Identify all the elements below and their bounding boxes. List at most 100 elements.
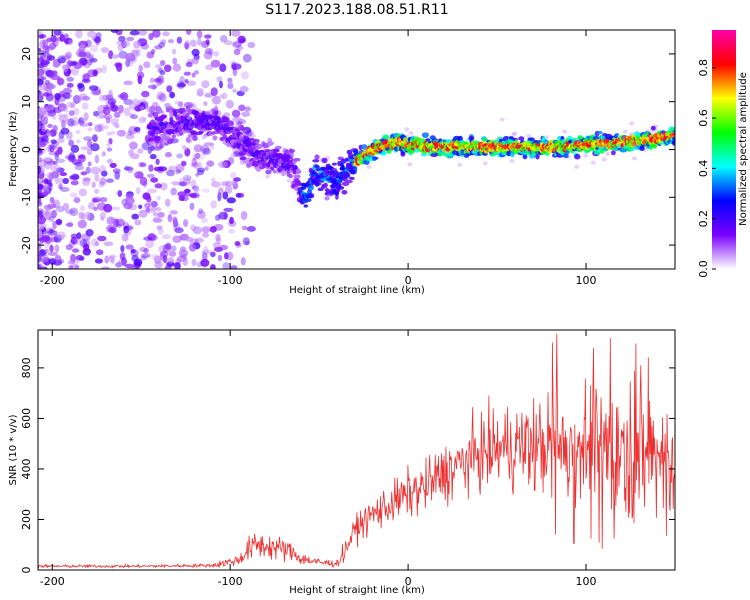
noise-blob <box>218 211 228 220</box>
noise-blob <box>117 93 127 99</box>
noise-blob <box>158 42 166 48</box>
noise-blob <box>130 114 139 120</box>
noise-blob <box>52 124 58 133</box>
noise-blob <box>39 225 44 230</box>
noise-blob <box>43 83 49 92</box>
noise-blob <box>124 55 134 60</box>
noise-blob <box>131 50 139 58</box>
noise-blob <box>50 139 57 145</box>
noise-blob <box>38 141 43 149</box>
noise-blob <box>201 249 212 255</box>
ridge-blob <box>214 105 219 112</box>
noise-blob <box>215 233 221 242</box>
noise-blob <box>104 255 109 264</box>
noise-blob <box>117 190 123 197</box>
noise-blob <box>94 173 100 182</box>
noise-blob <box>150 177 159 183</box>
noise-blob <box>511 132 517 137</box>
noise-blob <box>583 153 589 158</box>
noise-blob <box>127 166 134 174</box>
noise-blob <box>509 159 515 163</box>
noise-blob <box>242 237 250 246</box>
noise-blob <box>219 80 223 89</box>
noise-blob <box>50 165 57 172</box>
noise-blob <box>125 244 134 250</box>
snr-x-ticks: -200 -100 0 100 <box>40 330 597 588</box>
noise-blob <box>123 226 130 234</box>
y-tick-label: 0 <box>20 567 33 574</box>
y-tick-label: 800 <box>20 357 33 378</box>
noise-blob <box>62 87 72 95</box>
noise-blob <box>38 57 45 63</box>
noise-blob <box>244 106 251 112</box>
ridge-blob <box>213 110 219 115</box>
ridge-blob <box>228 120 235 126</box>
noise-blob <box>38 265 43 269</box>
noise-blob <box>157 211 165 218</box>
noise-blob <box>103 125 109 130</box>
ridge-blob <box>672 132 675 136</box>
noise-blob <box>189 202 195 211</box>
noise-blob <box>201 188 211 193</box>
noise-blob <box>38 107 48 115</box>
noise-blob <box>51 115 57 120</box>
noise-blob <box>69 239 76 248</box>
noise-blob <box>160 39 167 45</box>
noise-blob <box>56 231 66 239</box>
ridge-blob <box>353 166 358 171</box>
noise-blob <box>232 88 237 93</box>
noise-blob <box>185 237 194 242</box>
ridge-blob <box>164 103 171 108</box>
noise-blob <box>101 64 107 74</box>
noise-blob <box>42 45 49 50</box>
ridge-blob <box>331 162 337 166</box>
noise-blob <box>81 102 89 110</box>
noise-blob <box>246 226 256 232</box>
noise-blob <box>38 34 45 39</box>
ridge-blob <box>156 105 161 111</box>
noise-blob <box>46 55 56 61</box>
noise-blob <box>146 173 155 178</box>
noise-blob <box>38 201 43 207</box>
noise-blob <box>226 197 236 204</box>
noise-blob <box>83 51 92 59</box>
noise-blob <box>197 37 202 46</box>
noise-blob <box>240 211 248 220</box>
noise-blob <box>143 61 151 69</box>
noise-blob <box>139 105 145 110</box>
noise-blob <box>145 239 155 249</box>
noise-blob <box>44 209 52 218</box>
noise-blob <box>164 198 171 207</box>
noise-blob <box>87 202 96 210</box>
noise-blob <box>131 213 139 220</box>
noise-blob <box>114 171 121 180</box>
noise-blob <box>220 35 228 43</box>
ridge-blob <box>288 173 293 179</box>
noise-blob <box>130 153 140 160</box>
noise-blob <box>169 91 176 99</box>
noise-blob <box>73 197 81 204</box>
noise-blob <box>139 176 148 186</box>
noise-blob <box>125 133 135 140</box>
x-tick-label: -200 <box>40 274 65 287</box>
ridge-blob <box>307 193 315 199</box>
ridge-blob <box>565 150 570 155</box>
noise-blob <box>141 117 147 122</box>
noise-blob <box>60 127 70 135</box>
ridge-blob <box>341 190 348 195</box>
ridge-blob <box>255 140 260 144</box>
noise-blob <box>85 39 92 48</box>
noise-blob <box>457 162 463 167</box>
noise-blob <box>70 144 80 153</box>
noise-blob <box>54 163 60 172</box>
ridge-blob <box>334 191 339 196</box>
noise-blob <box>124 196 135 205</box>
noise-blob <box>67 39 73 46</box>
spectrogram-y-ticks: -20 -10 0 10 20 <box>20 47 675 254</box>
ridge-blob <box>158 110 165 114</box>
noise-blob <box>165 242 172 250</box>
noise-blob <box>52 60 60 68</box>
noise-blob <box>112 218 119 228</box>
noise-blob <box>62 64 69 73</box>
noise-blob <box>98 181 105 188</box>
